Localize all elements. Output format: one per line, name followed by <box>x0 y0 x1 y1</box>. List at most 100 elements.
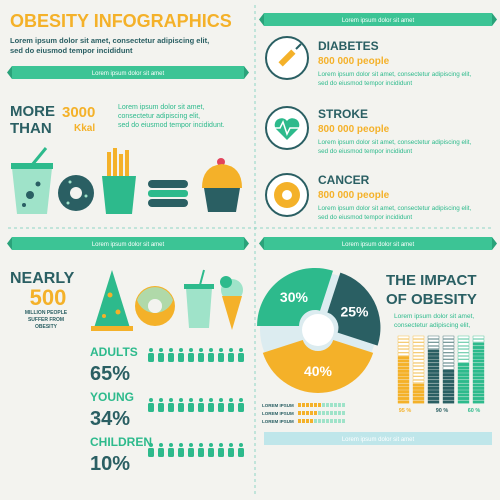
bar-cell <box>412 393 425 397</box>
person-head <box>209 443 213 447</box>
bar-cell <box>472 339 485 343</box>
bar-cell <box>397 390 410 394</box>
bar-cell <box>457 400 470 404</box>
bar-cell <box>397 366 410 370</box>
person-head <box>219 398 223 402</box>
bar-cell <box>412 376 425 380</box>
people-icons <box>148 348 244 457</box>
person-head <box>159 348 163 352</box>
person-body <box>168 403 174 412</box>
subtitle: sed do eiusmod tempor incididunt <box>10 46 133 55</box>
title: OBESITY INFOGRAPHICS <box>10 11 232 31</box>
person-body <box>188 353 194 362</box>
legend-cell <box>314 419 317 423</box>
bar-cell <box>412 366 425 370</box>
bar-cell <box>442 393 455 397</box>
bar-cell <box>442 380 455 384</box>
legend-cell <box>306 419 309 423</box>
person-body <box>208 448 214 457</box>
bar-cell <box>397 339 410 343</box>
legend-cell <box>338 419 341 423</box>
icon-donut <box>135 286 175 326</box>
bar-cell <box>457 339 470 343</box>
impact-title: THE IMPACT <box>386 272 477 289</box>
legend-cell <box>334 411 337 415</box>
bar-cell <box>472 352 485 356</box>
bar-cell <box>472 349 485 353</box>
bar-cell <box>412 356 425 360</box>
person-head <box>169 398 173 402</box>
bar-cell <box>397 380 410 384</box>
banner-text: Lorem ipsum dolor sit amet <box>342 242 415 248</box>
icon-burger <box>148 180 188 207</box>
pie-slice <box>262 339 374 394</box>
legend-cell <box>326 419 329 423</box>
calories-amount: 3000 <box>62 104 95 121</box>
group-label: CHILDREN <box>90 435 152 449</box>
bar-cell <box>427 397 440 401</box>
bar-cell <box>457 390 470 394</box>
bar-cell <box>442 342 455 346</box>
bar-cell <box>397 393 410 397</box>
bar-cell <box>442 369 455 373</box>
legend-cell <box>298 403 301 407</box>
legend-cell <box>330 419 333 423</box>
bar-cell <box>472 393 485 397</box>
banner-text: Lorem ipsum dolor sit amet <box>342 437 415 443</box>
bar-cell <box>397 376 410 380</box>
disease-count: 800 000 people <box>318 124 390 135</box>
legend-cell <box>318 411 321 415</box>
legend-cell <box>318 403 321 407</box>
disease-name: STROKE <box>318 107 368 121</box>
calories-lead: MORE <box>10 103 55 120</box>
person-body <box>208 353 214 362</box>
person-head <box>159 398 163 402</box>
group-value: 65% <box>90 363 130 385</box>
bar-cell <box>427 335 440 339</box>
legend-cell <box>306 411 309 415</box>
pie-hole <box>302 314 334 346</box>
banner: Lorem ipsum dolor sit amet <box>259 237 497 250</box>
bar-columns <box>397 335 485 404</box>
icon-drink <box>184 269 214 328</box>
bar-label: 95 % <box>399 408 412 414</box>
bar-cell <box>397 397 410 401</box>
bar-cell <box>412 349 425 353</box>
bar-cell <box>412 369 425 373</box>
bar-label: 90 % <box>436 408 449 414</box>
person-body <box>188 448 194 457</box>
person-body <box>158 403 164 412</box>
legend: LOREM IPSUM LOREM IPSUM LOREM IPSUM <box>262 403 345 424</box>
bar-cell <box>397 359 410 363</box>
bar-cell <box>397 349 410 353</box>
legend-cell <box>302 411 305 415</box>
nearly-caption: OBESITY <box>35 324 58 330</box>
legend-cell <box>342 411 345 415</box>
person-body <box>218 353 224 362</box>
pie-label: 25% <box>340 303 369 319</box>
bar-cell <box>397 373 410 377</box>
bar-cell <box>412 342 425 346</box>
legend-cell <box>318 419 321 423</box>
bar-cell <box>457 369 470 373</box>
group-value: 34% <box>90 408 130 430</box>
person-head <box>169 348 173 352</box>
bar-cell <box>427 373 440 377</box>
person-head <box>229 398 233 402</box>
bar-cell <box>397 400 410 404</box>
bar-cell <box>457 393 470 397</box>
bar-cell <box>412 363 425 367</box>
person-body <box>218 448 224 457</box>
bar-cell <box>457 342 470 346</box>
bar-cell <box>412 397 425 401</box>
disease-text: Lorem ipsum dolor sit amet, consectetur … <box>318 139 472 146</box>
person-body <box>218 403 224 412</box>
bar-cell <box>442 346 455 350</box>
legend-cell <box>338 411 341 415</box>
calories-text: Lorem ipsum dolor sit amet, <box>118 104 204 111</box>
bar-cell <box>397 369 410 373</box>
bar-cell <box>427 376 440 380</box>
bar-cell <box>427 356 440 360</box>
bar-cell <box>442 366 455 370</box>
bar-cell <box>427 359 440 363</box>
